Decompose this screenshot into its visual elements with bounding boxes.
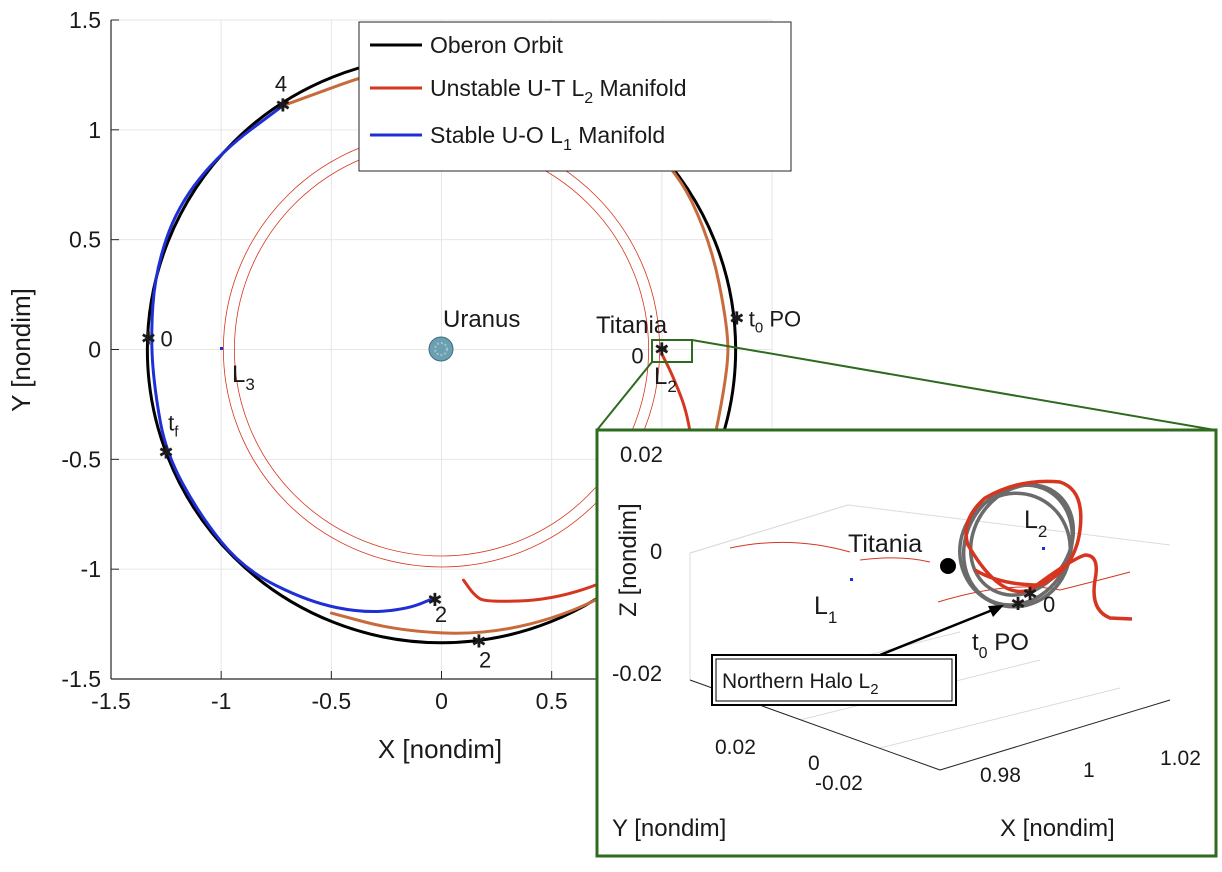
inset-x-tick: 0.98 xyxy=(980,764,1021,787)
inset-z-tick: 0.02 xyxy=(620,442,663,467)
annotation-arrow-head xyxy=(988,605,1004,617)
zoom-connector-left xyxy=(596,361,653,431)
x-tick-label: -1 xyxy=(211,688,231,714)
titania-label: Titania xyxy=(596,312,668,339)
l3-label: L3 xyxy=(232,361,255,394)
inset-l1-marker xyxy=(850,578,853,581)
legend-item-stable: Stable U-O L1 Manifold xyxy=(430,122,665,154)
point-labels: 4 0 tf 2 2 t0 PO 0 xyxy=(160,72,801,673)
uranus-body xyxy=(428,336,454,362)
inset-plot: 0.02 0 -0.02 Z [nondim] 0.02 0 -0.02 Y [… xyxy=(595,428,1218,858)
inset-marker-star: ✱ xyxy=(1022,584,1037,604)
annotation-box-inner xyxy=(715,658,953,702)
inset-y-tick: -0.02 xyxy=(815,772,863,795)
markers-group: ✱✱✱✱✱✱✱ xyxy=(141,96,744,652)
x-ticks: -1.5 -1 -0.5 0 0.5 xyxy=(91,671,568,714)
inset-l2-marker xyxy=(1042,547,1045,550)
inset-y-tick: 0.02 xyxy=(715,736,756,759)
inset-y-tick: 0 xyxy=(808,752,820,775)
x-tick-label: -1.5 xyxy=(91,688,131,714)
point-marker: ✱ xyxy=(729,309,744,329)
point-label: tf xyxy=(168,411,179,441)
point-label: 2 xyxy=(479,648,491,673)
l3-marker xyxy=(220,347,223,350)
inset-unstable-manifold xyxy=(964,479,1133,621)
inset-titania-label: Titania xyxy=(848,530,922,558)
inset-t0-label: t0 PO xyxy=(972,629,1029,662)
point-marker: ✱ xyxy=(471,632,486,652)
y-tick-label: 0 xyxy=(88,337,101,363)
y-tick-label: -1 xyxy=(81,556,101,582)
inset-x-axis xyxy=(939,699,1171,771)
zoom-connector-right xyxy=(691,339,1216,431)
inset-marker-star: ✱ xyxy=(1010,594,1025,614)
titania-body xyxy=(661,346,667,352)
inset-manifold-thin xyxy=(859,557,931,563)
inset-l1-label: L1 xyxy=(814,592,837,627)
inset-l2-label: L2 xyxy=(1024,506,1047,541)
point-label: 2 xyxy=(435,602,447,627)
series-line xyxy=(150,104,437,614)
y-tick-label: -1.5 xyxy=(61,666,101,692)
y-tick-label: 1 xyxy=(88,117,101,143)
point-label: 0 xyxy=(631,344,643,369)
main-plot: ✱✱✱✱✱✱✱ -1.5-1-0.500.5 1.510.50-0.5-1-1.… xyxy=(6,7,801,764)
y-tick-label: 0.5 xyxy=(69,227,101,253)
inset-manifold-thin xyxy=(729,541,851,553)
legend-item-unstable: Unstable U-T L2 Manifold xyxy=(430,75,687,107)
l2-label: L2 xyxy=(654,363,677,396)
point-label: 0 xyxy=(160,327,172,352)
x-tick-label: -0.5 xyxy=(312,688,352,714)
legend-item-oberon: Oberon Orbit xyxy=(430,32,564,58)
inset-titania-body xyxy=(940,558,956,574)
x-axis-label: X [nondim] xyxy=(378,734,502,764)
x-tick-label: 0.5 xyxy=(536,688,568,714)
inset-z-tick: -0.02 xyxy=(612,661,662,686)
annotation-arrow-line xyxy=(879,605,1001,657)
point-marker: ✱ xyxy=(141,329,156,349)
y-axis-label: Y [nondim] xyxy=(6,288,36,412)
point-label: 4 xyxy=(275,72,287,97)
annotation-box xyxy=(711,654,957,706)
inset-z-label: Z [nondim] xyxy=(615,503,642,616)
halo-orbit xyxy=(958,483,1076,609)
inset-y-label: Y [nondim] xyxy=(612,815,726,842)
legend: Oberon Orbit Unstable U-T L2 Manifold St… xyxy=(358,21,792,172)
point-marker: ✱ xyxy=(159,443,174,463)
inset-x-label: X [nondim] xyxy=(1000,815,1115,842)
inset-z-tick: 0 xyxy=(650,539,662,564)
point-marker: ✱ xyxy=(427,590,442,610)
y-ticks: 1.5 1 0.5 0 -0.5 -1 -1.5 xyxy=(61,7,119,692)
point-marker: ✱ xyxy=(275,96,290,116)
point-label: t0 PO xyxy=(749,307,801,337)
inset-point-label-0: 0 xyxy=(1043,592,1055,617)
zoom-region-box xyxy=(651,339,693,363)
uranus-texture xyxy=(434,342,448,356)
y-tick-label: 1.5 xyxy=(69,7,101,33)
annotation-text: Northern Halo L2 xyxy=(722,670,879,698)
inset-x-tick: 1.02 xyxy=(1160,747,1201,770)
y-tick-label: -0.5 xyxy=(61,446,101,472)
inset-frame xyxy=(595,428,1218,858)
uranus-label: Uranus xyxy=(443,306,520,333)
x-tick-label: 0 xyxy=(435,688,448,714)
inset-x-tick: 1 xyxy=(1083,759,1095,782)
legend-box xyxy=(358,21,792,172)
